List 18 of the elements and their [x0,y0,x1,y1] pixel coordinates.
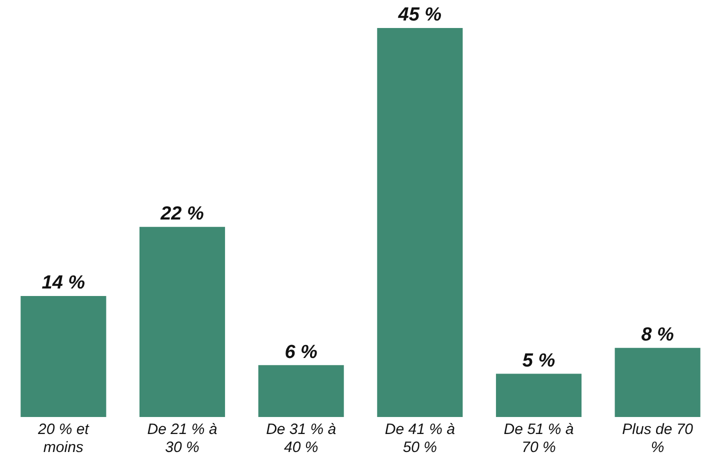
x-tick-label: De 21 % à 30 % [147,421,218,456]
data-label: 14 % [42,272,86,294]
data-label: 45 % [397,4,442,26]
x-tick-label: De 41 % à 50 % [384,421,455,456]
data-label: 6 % [284,342,318,363]
bar [377,28,463,417]
x-tick-label: De 51 % à 70 % [504,421,574,456]
data-label: 5 % [522,350,556,372]
bar [258,365,344,417]
x-tick-label: Plus de 70 % [622,421,694,456]
bar [139,226,226,417]
bar [496,374,582,417]
bar [20,296,106,417]
data-label: 22 % [160,204,204,225]
data-label: 8 % [641,324,674,346]
x-tick-label: 20 % et moins [36,421,90,456]
x-tick-label: De 31 % à 40 % [266,421,336,456]
bar [614,348,700,417]
